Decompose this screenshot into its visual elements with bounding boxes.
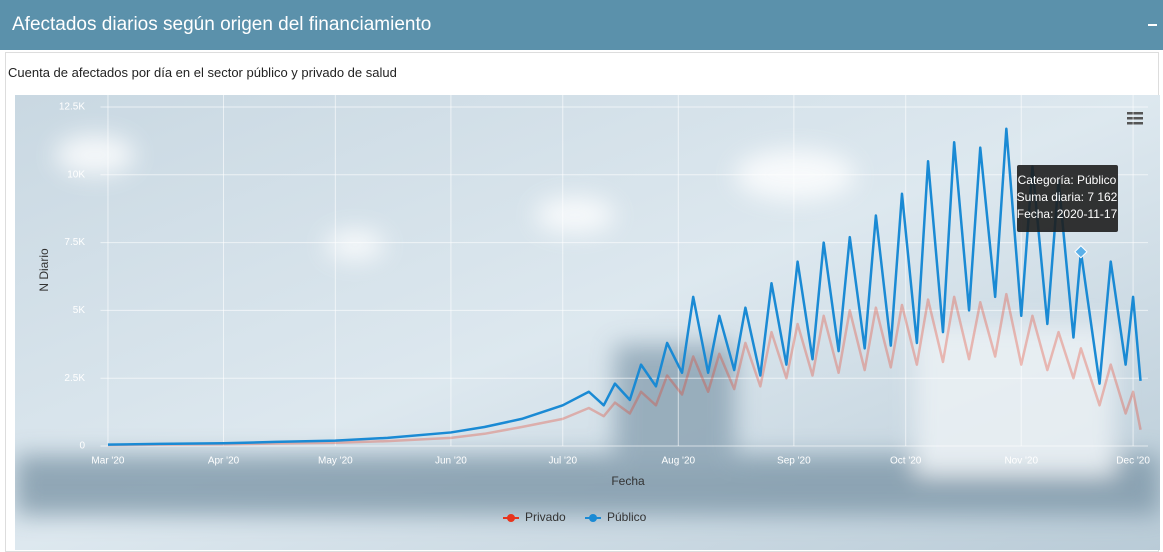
y-tick-label: 7.5K	[64, 237, 85, 248]
y-tick-label: 5K	[73, 305, 86, 316]
panel-subtitle: Cuenta de afectados por día en el sector…	[8, 65, 397, 80]
x-tick-label: Mar '20	[91, 456, 124, 467]
legend-label: Privado	[525, 510, 566, 524]
tooltip-line: Categoría: Público	[1018, 173, 1117, 187]
tooltip-line: Fecha: 2020-11-17	[1017, 207, 1118, 221]
panel-header: Afectados diarios según origen del finan…	[0, 0, 1163, 50]
tooltip-line: Suma diaria: 7 162	[1017, 190, 1118, 204]
x-axis-label: Fecha	[611, 474, 645, 488]
x-tick-label: Nov '20	[1004, 456, 1038, 467]
panel-title: Afectados diarios según origen del finan…	[12, 14, 432, 35]
menu-icon[interactable]	[1127, 117, 1143, 120]
x-tick-label: Jun '20	[435, 456, 467, 467]
y-tick-label: 2.5K	[64, 373, 85, 384]
highlight-marker	[1074, 245, 1088, 259]
x-tick-label: Jul '20	[548, 456, 577, 467]
x-tick-label: Aug '20	[661, 456, 695, 467]
legend-marker	[589, 514, 597, 522]
chart: N Diario Fecha 0 2.5K 5K 7.5K 10K 12.5K Mar '2…	[15, 95, 1160, 550]
x-tick-label: Oct '20	[890, 456, 922, 467]
y-tick-label: 10K	[67, 169, 85, 180]
tooltip: Categoría: Público Suma diaria: 7 162 Fech…	[1017, 165, 1118, 232]
tooltip-box	[1017, 165, 1118, 232]
collapse-button[interactable]	[1148, 24, 1157, 26]
y-tick-label: 12.5K	[59, 102, 85, 113]
legend-marker	[507, 514, 515, 522]
x-tick-label: May '20	[318, 456, 353, 467]
series-line	[107, 292, 1142, 447]
menu-icon[interactable]	[1127, 112, 1143, 115]
x-tick-label: Sep '20	[777, 456, 811, 467]
y-axis-label: N Diario	[37, 248, 51, 292]
x-tick-label: Dec '20	[1116, 456, 1150, 467]
background-photo	[15, 135, 1160, 515]
y-tick-label: 0	[79, 441, 85, 452]
x-tick-label: Apr '20	[208, 456, 240, 467]
menu-icon[interactable]	[1127, 122, 1143, 125]
legend-label: Público	[607, 510, 647, 524]
